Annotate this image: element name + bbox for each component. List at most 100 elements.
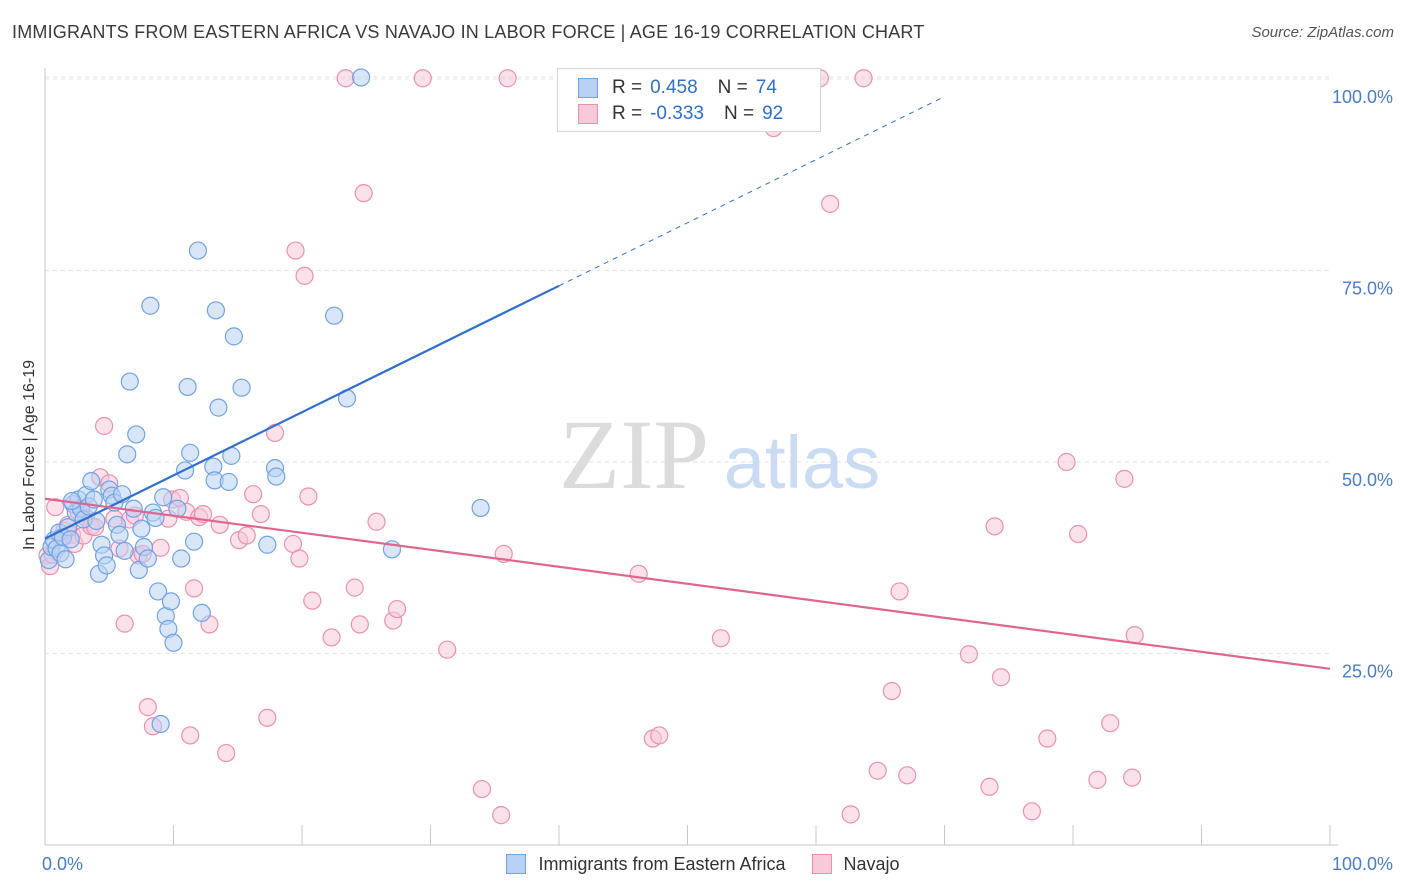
data-point xyxy=(258,535,277,554)
data-point xyxy=(148,582,168,601)
data-point xyxy=(267,467,286,486)
data-point xyxy=(854,69,873,88)
legend-swatch-blue xyxy=(506,854,527,874)
legend-r-value: -0.333 xyxy=(650,103,704,124)
stats-legend: R = 0.458 N = 74 R = -0.333 N = 92 xyxy=(557,68,821,132)
legend-r-value: 0.458 xyxy=(650,77,698,98)
data-point xyxy=(95,416,114,436)
data-point xyxy=(115,614,134,633)
data-point xyxy=(1101,714,1120,733)
trend-lines xyxy=(44,96,1331,670)
data-point xyxy=(1088,770,1107,789)
data-point xyxy=(299,487,318,506)
data-point xyxy=(1022,802,1041,821)
y-axis-title: In Labor Force | Age 16-19 xyxy=(21,360,38,550)
data-point xyxy=(985,517,1004,536)
legend-r-label: R = xyxy=(612,77,643,98)
x-tick-label: 100.0% xyxy=(1332,854,1393,874)
data-point xyxy=(352,68,371,87)
data-point xyxy=(244,485,263,504)
data-point xyxy=(206,301,226,320)
data-point xyxy=(151,714,170,734)
axis-labels: 100.0% 75.0% 50.0% 25.0% 0.0% 100.0% xyxy=(42,87,1393,874)
data-point xyxy=(232,378,251,397)
data-point xyxy=(138,698,157,717)
data-point xyxy=(303,591,322,610)
data-point xyxy=(192,603,211,623)
y-tick-label: 75.0% xyxy=(1342,279,1393,299)
data-point xyxy=(127,425,146,444)
data-point xyxy=(711,629,731,648)
data-point xyxy=(438,640,457,659)
data-point xyxy=(56,550,75,569)
data-point xyxy=(209,398,228,417)
data-point xyxy=(181,443,200,462)
data-point xyxy=(991,668,1011,687)
x-tick-label: 0.0% xyxy=(42,854,83,874)
data-point xyxy=(219,472,238,492)
data-point xyxy=(959,645,979,664)
data-point xyxy=(387,599,407,619)
data-point xyxy=(286,241,305,260)
data-point xyxy=(498,69,517,88)
data-point xyxy=(265,423,285,442)
legend-swatch-blue xyxy=(578,78,598,98)
source-label: Source: ZipAtlas.com xyxy=(1251,24,1394,41)
series-legend: Immigrants from Eastern Africa Navajo xyxy=(0,851,1406,877)
data-point xyxy=(345,578,364,597)
data-point xyxy=(322,628,341,647)
legend-n-value: 92 xyxy=(762,103,784,124)
data-point xyxy=(295,266,314,285)
data-point xyxy=(868,761,887,780)
legend-row-navajo: R = -0.333 N = 92 xyxy=(578,102,783,126)
watermark-atlas: atlas xyxy=(724,421,880,504)
data-point xyxy=(224,327,243,346)
data-point xyxy=(161,592,181,611)
y-tick-label: 50.0% xyxy=(1342,470,1393,490)
legend-swatch-pink xyxy=(811,854,832,874)
data-point xyxy=(141,296,160,315)
trend-line-navajo xyxy=(44,497,1331,670)
data-point xyxy=(154,488,173,507)
data-point xyxy=(492,806,511,825)
data-point xyxy=(237,526,256,545)
legend-item-navajo[interactable]: Navajo xyxy=(811,854,900,875)
data-point xyxy=(178,377,197,397)
data-point xyxy=(350,615,369,634)
data-point xyxy=(898,766,917,785)
data-point xyxy=(354,184,373,203)
data-point xyxy=(471,498,490,518)
data-point xyxy=(217,743,236,763)
data-point xyxy=(629,564,648,583)
data-point xyxy=(210,515,229,534)
legend-r-label: R = xyxy=(612,103,643,124)
data-point xyxy=(1057,452,1076,472)
trend-line-eastern-africa xyxy=(44,284,560,540)
data-point xyxy=(413,69,432,88)
legend-item-eastern-africa[interactable]: Immigrants from Eastern Africa xyxy=(506,854,786,875)
y-tick-label: 25.0% xyxy=(1342,662,1393,682)
data-point xyxy=(138,549,157,568)
data-point xyxy=(184,532,204,551)
data-point xyxy=(841,805,860,824)
data-point xyxy=(290,549,309,568)
data-point xyxy=(115,541,134,560)
legend-row-eastern-africa: R = 0.458 N = 74 xyxy=(578,76,777,100)
data-point xyxy=(980,777,999,796)
trend-extension-eastern-africa xyxy=(558,96,945,287)
data-point xyxy=(251,504,270,524)
data-point xyxy=(46,498,65,517)
legend-n-label: N = xyxy=(723,103,755,124)
data-point xyxy=(181,726,200,745)
gridlines xyxy=(45,76,1330,654)
data-point xyxy=(164,633,183,652)
data-point xyxy=(184,579,204,598)
data-point xyxy=(325,306,344,325)
data-point xyxy=(118,445,137,464)
data-point xyxy=(336,69,355,88)
data-point xyxy=(821,194,840,213)
data-point xyxy=(890,582,909,601)
legend-n-value: 74 xyxy=(755,77,777,98)
watermark-zip: ZIP xyxy=(559,399,709,510)
